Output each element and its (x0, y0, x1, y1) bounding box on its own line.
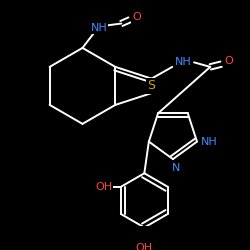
Text: NH: NH (90, 23, 107, 33)
Text: S: S (148, 80, 156, 92)
Text: OH: OH (136, 243, 153, 250)
Text: N: N (172, 163, 181, 173)
Text: NH: NH (175, 57, 192, 67)
Text: O: O (132, 12, 141, 22)
Text: O: O (224, 56, 233, 66)
Text: NH: NH (201, 136, 218, 146)
Text: OH: OH (95, 182, 112, 192)
